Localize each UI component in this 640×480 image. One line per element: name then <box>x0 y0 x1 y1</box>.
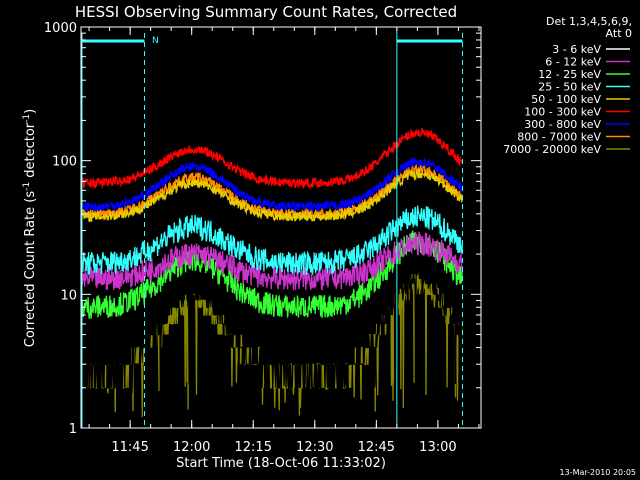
y-axis-label-end: ) <box>23 109 38 114</box>
x-tick-label-0: 11:45 <box>111 440 148 455</box>
footer-timestamp: 13-Mar-2010 20:05 <box>560 468 637 477</box>
x-tick-label-5: 13:00 <box>419 440 456 455</box>
y-tick-label-0: 1 <box>69 422 77 437</box>
y-axis-label: Corrected Count Rate (s-1 detector-1) <box>22 109 38 347</box>
y-axis-label-mid: detector <box>23 122 38 182</box>
y-tick-label-1: 10 <box>60 288 77 303</box>
series-line-50-100keV <box>81 169 463 223</box>
legend-label-4: 50 - 100 keV <box>531 93 601 106</box>
legend-label-0: 3 - 6 keV <box>552 43 601 56</box>
series-line-25-50keV <box>81 205 464 277</box>
legend-label-5: 100 - 300 keV <box>524 106 601 119</box>
y-axis-label-exp1: -1 <box>22 182 32 191</box>
series-line-6-12keV <box>81 231 464 291</box>
x-tick-label-3: 12:30 <box>296 440 333 455</box>
series-line-300-800keV <box>82 157 463 213</box>
legend-label-1: 6 - 12 keV <box>545 56 601 69</box>
legend-header-line1: Det 1,3,4,5,6,9, <box>546 15 632 28</box>
x-tick-label-4: 12:45 <box>358 440 395 455</box>
y-tick-label-2: 100 <box>52 155 77 170</box>
legend-label-7: 800 - 7000 keV <box>517 131 601 144</box>
plot-frame <box>80 26 482 429</box>
chart-title: HESSI Observing Summary Count Rates, Cor… <box>75 3 457 21</box>
legend-header-line2: Att 0 <box>606 27 632 40</box>
axis-ticks: 11:45 12:00 12:15 12:30 12:45 13:00 1 10 100 1000 <box>44 21 481 455</box>
y-axis-label-exp2: -1 <box>22 114 32 123</box>
x-axis-label: Start Time (18-Oct-06 11:33:02) <box>176 456 386 471</box>
series-line-100-300keV <box>81 128 464 190</box>
series-line-12-25keV <box>81 230 464 319</box>
legend-label-8: 7000 - 20000 keV <box>503 143 601 156</box>
night-annotation-n: N <box>152 36 159 46</box>
y-axis-label-main: Corrected Count Rate (s <box>23 191 38 348</box>
series-line-3-6keV <box>81 263 463 416</box>
legend-label-3: 25 - 50 keV <box>538 81 601 94</box>
y-tick-label-3: 1000 <box>44 21 77 36</box>
legend-label-6: 300 - 800 keV <box>524 118 601 131</box>
x-tick-label-2: 12:15 <box>235 440 272 455</box>
series-layer <box>81 128 464 418</box>
x-tick-label-1: 12:00 <box>173 440 210 455</box>
legend-label-2: 12 - 25 keV <box>538 68 601 81</box>
